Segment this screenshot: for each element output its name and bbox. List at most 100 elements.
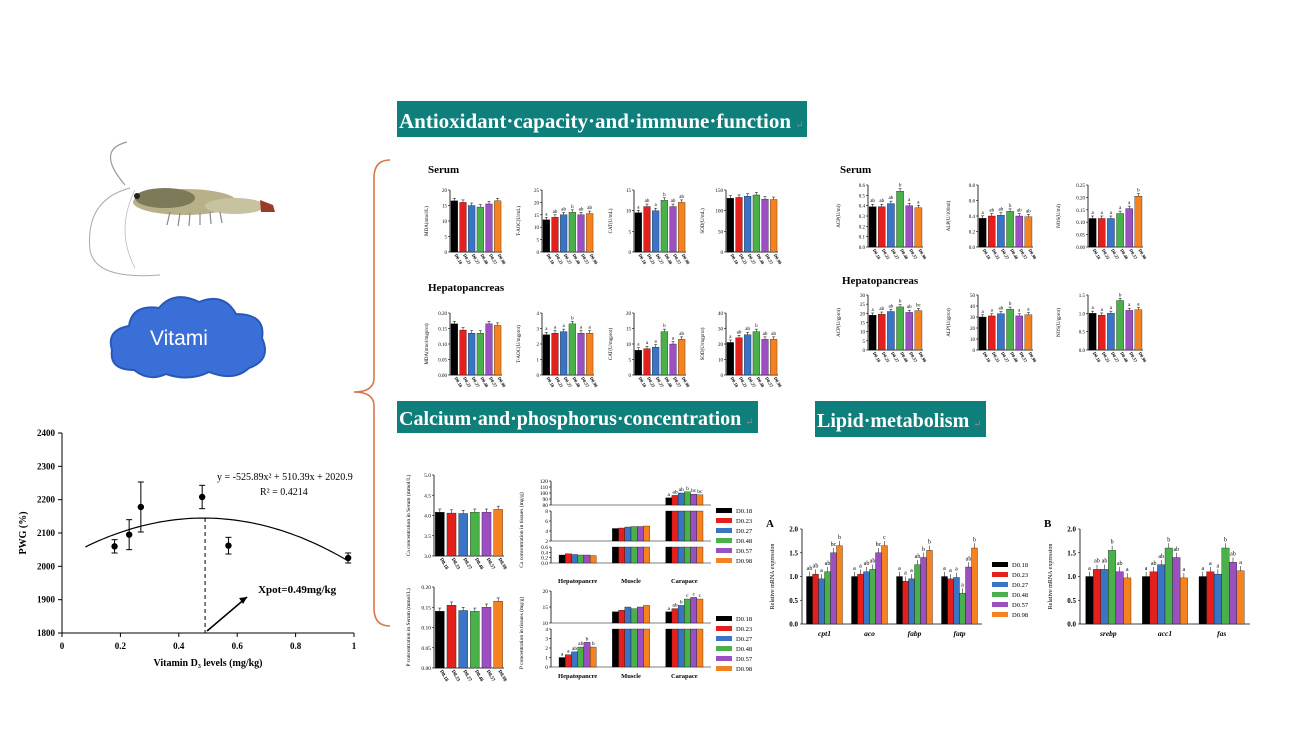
y-tick-label: 0.05 [1076, 234, 1085, 239]
bar [690, 510, 697, 542]
bar [677, 628, 685, 668]
y-tick-label: 30 [718, 328, 724, 333]
y-tick-label: 20 [860, 312, 866, 317]
x-tick-label: D0.23 [881, 351, 891, 364]
legend-ca: D0.18 D0.23 D0.27 D0.48 D0.57 D0.98 [716, 508, 753, 565]
bar [660, 200, 668, 253]
bar [589, 555, 597, 564]
bar [568, 212, 576, 253]
legend-label: D0.18 [736, 616, 752, 623]
significance-letter: b [922, 547, 925, 553]
significance-letter: a [1217, 563, 1220, 569]
y-tick-label: 8 [545, 509, 548, 515]
significance-letter: a [637, 343, 640, 348]
y-tick-label: 0.0 [969, 246, 976, 251]
bar [671, 510, 679, 542]
y-tick-label: 0.5 [1067, 597, 1076, 605]
bar [652, 210, 660, 253]
legend-swatch [992, 562, 1008, 567]
y-tick-label: 0.2 [859, 225, 866, 230]
bar [1015, 315, 1023, 351]
gene-label: srebp [1099, 629, 1117, 638]
y-tick-label: 0.0 [541, 561, 548, 567]
significance-letter: ab [999, 208, 1004, 213]
x-tick-label: D0.23 [991, 248, 1001, 261]
bar [1107, 313, 1115, 351]
x-tick-label: D0.48 [1119, 248, 1129, 261]
y-tick-label: 0.8 [969, 184, 976, 189]
bar [577, 214, 585, 253]
bar [542, 219, 550, 253]
bar [1134, 196, 1143, 248]
x-tick-label: D0.48 [473, 670, 484, 684]
x-tick-label: D0.18 [1092, 351, 1102, 364]
x-tick-label: D0.18 [872, 351, 882, 364]
y-tick-label: 1.0 [1079, 312, 1086, 317]
y-tick-label: 0 [545, 665, 548, 671]
significance-letter: a [545, 327, 548, 332]
bar [660, 331, 668, 376]
y-tick-label: 4 [537, 312, 540, 317]
y-tick-label: 0.0 [859, 246, 866, 251]
y-tick-label: 0.6 [969, 200, 976, 205]
legend-gene: D0.18 D0.23 D0.27 D0.48 D0.57 D0.98 [992, 562, 1029, 619]
x-tick-label: D0.18 [438, 558, 449, 572]
bar [637, 526, 644, 542]
bar [868, 206, 877, 248]
y-tick-label: 10 [626, 343, 632, 348]
significance-letter: ab [1151, 561, 1157, 567]
bar [1088, 313, 1097, 351]
bar [887, 311, 895, 351]
serum-mda-chart: 05101520MDA(nmol/L)D0.18D0.23D0.27D0.48D… [425, 189, 507, 266]
x-tick-label: D0.98 [1138, 248, 1148, 261]
x-tick-label: D0.57 [1128, 248, 1138, 261]
y-tick-label: 0.3 [859, 215, 866, 220]
bar [988, 315, 996, 351]
hepato-mda-chart: 0.00 0.05 0.10 0.15 0.20 MDA(nmol/mgprot) D0.1… [425, 312, 507, 389]
bar [481, 512, 492, 557]
fit-curve [85, 517, 349, 562]
bar [1115, 571, 1124, 625]
significance-letter: ab [1102, 559, 1108, 565]
y-tick-label: 0.5 [789, 597, 798, 605]
y-tick-label: 2 [545, 646, 548, 652]
bar [988, 215, 996, 248]
x-tick-label: 0 [60, 641, 65, 651]
significance-letter: ab [1158, 554, 1164, 560]
significance-letter: a [1137, 302, 1140, 307]
significance-letter: a [1110, 306, 1113, 311]
bar [1149, 571, 1158, 625]
y-tick-label: 0.15 [1076, 209, 1085, 214]
significance-letter: b [1009, 204, 1012, 209]
y-tick-label: 10 [860, 331, 866, 336]
bar [677, 546, 685, 564]
y-tick-label: 3 [545, 637, 548, 643]
significance-letter: bc [691, 488, 697, 494]
x-tick-label: 1 [352, 641, 357, 651]
bar [696, 546, 704, 564]
legend-label: D0.98 [736, 666, 752, 673]
bar [1116, 213, 1124, 248]
bar [446, 512, 457, 557]
bar [577, 332, 585, 376]
significance-letter: ab [907, 305, 912, 310]
y-tick-label: 3.5 [424, 534, 431, 540]
bracket [353, 159, 391, 627]
significance-letter: a [672, 337, 675, 342]
bar [914, 310, 923, 351]
legend-swatch [716, 656, 732, 661]
data-point [225, 542, 232, 549]
x-tick-label: D0.98 [773, 376, 783, 389]
significance-letter: a [646, 341, 649, 346]
legend-label: D0.57 [736, 548, 753, 555]
x-tick-label: D0.23 [450, 558, 461, 572]
antioxidant-title: Antioxidant·capacity·and·immune·function… [397, 101, 808, 137]
bar [665, 628, 673, 668]
significance-letter: ab [879, 199, 884, 204]
y-tick-label: 30 [860, 294, 866, 299]
y-tick-label: 0.1 [859, 236, 866, 241]
bar [470, 611, 480, 669]
y-tick-label: 5 [629, 230, 632, 235]
significance-letter: a [567, 649, 570, 655]
